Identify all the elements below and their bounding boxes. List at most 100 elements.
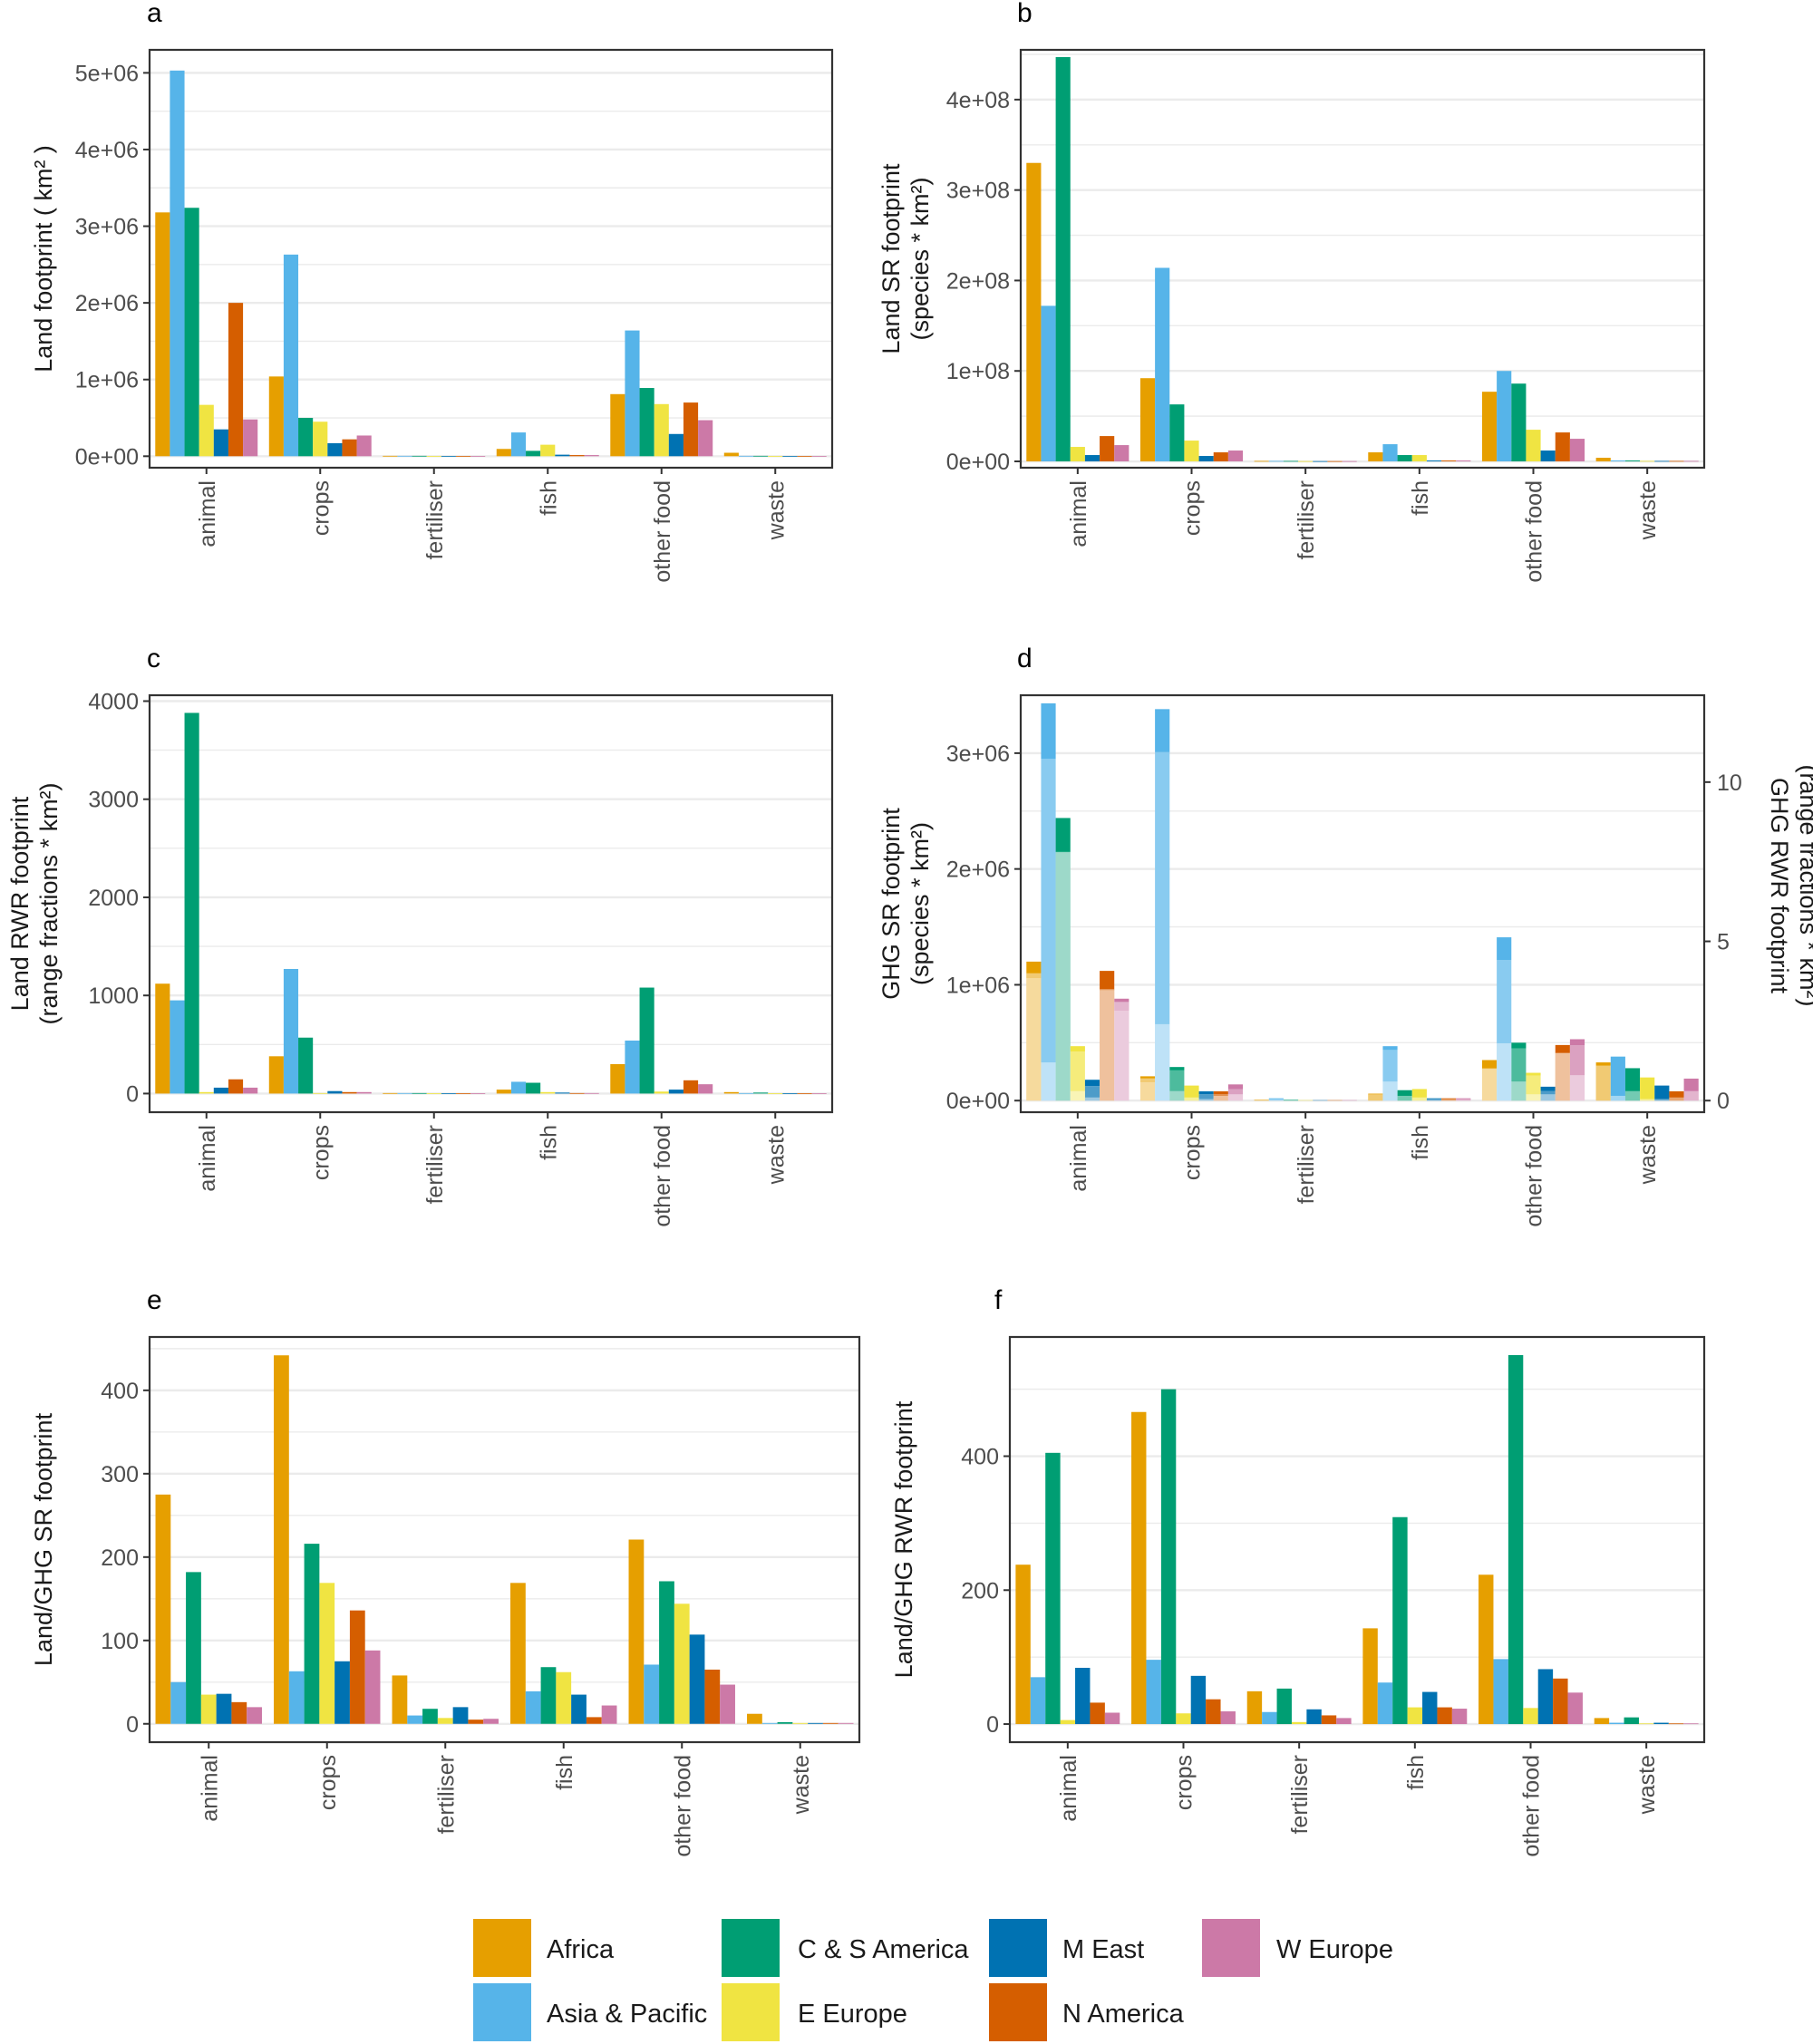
- bar-a: [540, 444, 556, 457]
- bar-d: [1497, 960, 1512, 1101]
- panel-label: a: [147, 0, 162, 28]
- bar-b: [1411, 455, 1427, 462]
- bar-e: [540, 1667, 557, 1724]
- bar-a: [569, 455, 585, 457]
- legend-swatch-cs-america: [722, 1919, 780, 1977]
- bar-c: [455, 1093, 471, 1094]
- x-tick-label-animal: animal: [195, 1125, 220, 1192]
- y-tick-label: 100: [101, 1629, 139, 1654]
- bar-c: [540, 1091, 556, 1094]
- x-tick-label-animal: animal: [195, 480, 220, 547]
- bar-e: [407, 1715, 423, 1724]
- bar-c: [723, 1091, 739, 1094]
- bar-c: [327, 1090, 343, 1094]
- bar-e: [704, 1669, 721, 1724]
- bar-d: [1481, 1068, 1498, 1101]
- bar-c: [496, 1090, 511, 1094]
- bar-c: [639, 987, 654, 1094]
- bar-a: [455, 456, 471, 457]
- legend-swatch-m-east: [989, 1919, 1047, 1977]
- bar-a: [412, 455, 427, 457]
- bar-a: [584, 455, 599, 457]
- bar-a: [184, 208, 199, 457]
- x-tick-label-fertiliser: fertiliser: [422, 480, 448, 560]
- bar-b: [1368, 452, 1383, 462]
- bar-b: [1139, 378, 1156, 462]
- bar-d: [1441, 1098, 1457, 1101]
- bar-d: [1540, 1086, 1556, 1091]
- bar-d: [1481, 1060, 1498, 1069]
- bar-e: [483, 1719, 499, 1724]
- x-tick-label-waste: waste: [789, 1755, 814, 1815]
- bar-d: [1683, 1078, 1699, 1101]
- chart-panels: 0e+00 1e+06 2e+06 3e+06 4e+06 5e+06 animal crop…: [6, 0, 1813, 1857]
- bar-b: [1114, 445, 1129, 462]
- panel-d: 0e+00 1e+06 2e+06 3e+06 0 5 10 GHG RWR footprin…: [877, 644, 1813, 1227]
- bar-e: [822, 1722, 839, 1724]
- x-tick-label-other-food: other food: [670, 1755, 695, 1857]
- y-tick-label: 0e+00: [946, 1089, 1010, 1114]
- bar-e: [216, 1693, 232, 1724]
- bar-d: [1041, 759, 1056, 1101]
- bar-c: [356, 1091, 372, 1094]
- legend-label-asia-pacific: Asia & Pacific: [547, 2000, 707, 2029]
- bar-b: [1497, 371, 1512, 462]
- bar-e: [247, 1707, 262, 1724]
- bar-f: [1336, 1718, 1352, 1725]
- bar-c: [782, 1093, 798, 1094]
- bar-b: [1155, 267, 1170, 462]
- x-tick-label-fish: fish: [552, 1755, 577, 1790]
- bar-b: [1026, 162, 1042, 462]
- rwr-bar-d: [1055, 852, 1071, 1101]
- bar-f: [1276, 1688, 1292, 1725]
- rwr-bar-d: [1114, 1002, 1129, 1101]
- bar-f: [1190, 1675, 1207, 1725]
- bar-a: [298, 418, 314, 457]
- bar-a: [654, 403, 669, 457]
- rwr-bar-d: [1368, 1094, 1383, 1101]
- bar-b: [1213, 452, 1228, 462]
- rwr-bar-d: [1100, 989, 1115, 1101]
- y-tick-label: 4e+08: [946, 88, 1010, 113]
- bar-d: [1624, 1068, 1641, 1101]
- bar-a: [683, 402, 699, 457]
- bar-c: [768, 1093, 783, 1094]
- bar-e: [186, 1572, 201, 1724]
- bar-b: [1041, 305, 1056, 462]
- y-tick-label: 0: [126, 1712, 139, 1738]
- bar-e: [392, 1675, 408, 1724]
- bar-c: [441, 1093, 456, 1094]
- bar-b: [1227, 450, 1244, 462]
- bar-d: [1227, 1084, 1244, 1090]
- bar-a: [313, 421, 328, 457]
- bar-e: [437, 1718, 453, 1724]
- y-tick-label: 300: [101, 1462, 139, 1487]
- y-axis-title: Land/GHG SR footprint: [30, 1412, 57, 1666]
- rwr-bar-d: [1426, 1099, 1442, 1101]
- bar-c: [268, 1056, 284, 1094]
- bar-a: [213, 429, 228, 457]
- bar-b: [1268, 460, 1284, 462]
- panel-label: e: [147, 1285, 162, 1315]
- bar-d: [1411, 1089, 1427, 1101]
- bar-c: [625, 1040, 640, 1094]
- rwr-bar-d: [1169, 1090, 1185, 1101]
- bar-e: [170, 1681, 187, 1724]
- bar-f: [1407, 1707, 1423, 1725]
- bar-b: [1540, 450, 1556, 462]
- y-tick-label: 1000: [88, 983, 139, 1009]
- x-tick-label-fish: fish: [536, 480, 561, 516]
- y-tick-label: 200: [101, 1545, 139, 1571]
- bar-c: [668, 1090, 684, 1094]
- bar-d: [1084, 1086, 1100, 1101]
- legend-label-w-europe: W Europe: [1276, 1935, 1393, 1964]
- y-tick-label: 0e+00: [75, 444, 139, 470]
- bar-d: [1397, 1090, 1412, 1101]
- bar-d: [1298, 1099, 1314, 1101]
- rwr-bar-d: [1213, 1095, 1228, 1101]
- x-tick-label-fertiliser: fertiliser: [1294, 480, 1319, 560]
- x-tick-label-fish: fish: [1403, 1755, 1429, 1790]
- rwr-bar-d: [1268, 1099, 1284, 1101]
- bar-e: [571, 1694, 587, 1724]
- bar-a: [639, 388, 654, 457]
